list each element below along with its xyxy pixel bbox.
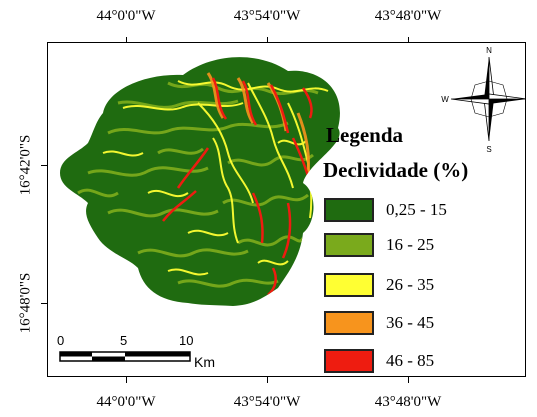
coord-bottom-3: 43°48'0"W [374,394,442,410]
legend-swatch [324,349,374,373]
legend-swatch [324,198,374,222]
legend-title: Legenda [326,123,404,147]
legend-item: 26 - 35 [324,273,494,301]
study-area [60,57,340,306]
coord-bottom-1: 44°0'0"W [96,394,156,410]
tick [267,37,268,43]
legend-label: 0,25 - 15 [386,200,447,219]
tick [41,303,47,304]
tick [126,37,127,43]
tick [267,377,268,383]
scale-tick-0: 0 [57,333,65,348]
tick [408,377,409,383]
coord-bottom-2: 43°54'0"W [233,394,301,410]
tick [126,377,127,383]
legend-label: 26 - 35 [386,275,435,294]
north-letter: N [486,46,492,55]
legend-swatch [324,311,374,335]
legend-swatch [324,273,374,297]
west-letter: W [441,95,449,104]
tick [41,165,47,166]
south-letter: S [486,145,491,154]
scale-unit: Km [194,354,215,370]
legend-label: 46 - 85 [386,351,435,370]
map-frame: N S E W 0 5 10 Km Legenda Declividade (%… [47,42,526,377]
coord-left-2: 16°48'0"S [17,272,34,334]
slope-map: N S E W [59,46,525,362]
legend-label: 36 - 45 [386,313,435,332]
coord-top-2: 43°54'0"W [233,8,301,24]
legend-label: 16 - 25 [386,235,435,254]
legend-subtitle: Declividade (%) [323,158,469,182]
legend-item: 16 - 25 [324,233,494,261]
scale-bar [59,351,191,362]
tick [408,37,409,43]
coord-left-1: 16°42'0"S [17,134,34,196]
legend-item: 46 - 85 [324,349,494,376]
north-arrow: N S E W [441,46,525,154]
legend-swatch [324,233,374,257]
legend-item: 0,25 - 15 [324,198,494,226]
legend-item: 36 - 45 [324,311,494,339]
scale-tick-5: 5 [120,333,128,348]
coord-top-1: 44°0'0"W [96,8,156,24]
scale-tick-10: 10 [179,333,194,348]
coord-top-3: 43°48'0"W [374,8,442,24]
